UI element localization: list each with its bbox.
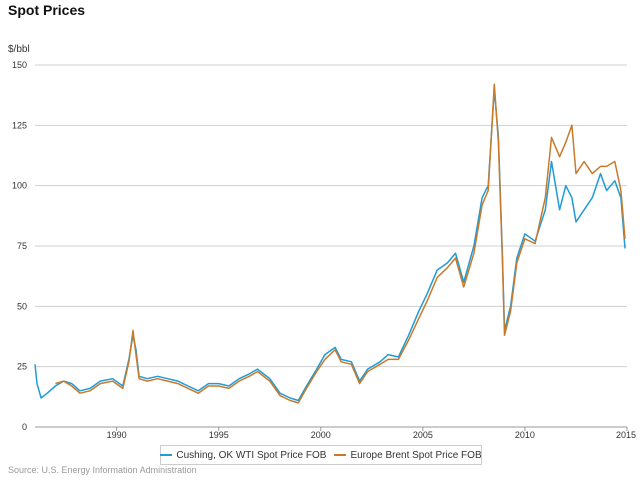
line-chart: 0 25 50 75 100 125 150 1990 1995 2000 2005 2010 201… xyxy=(8,44,636,440)
x-tick-label: 1990 xyxy=(107,430,127,440)
legend-swatch-wti xyxy=(160,454,173,456)
x-axis-ticks: 1990 1995 2000 2005 2010 2015 xyxy=(107,427,636,440)
y-tick-label: 100 xyxy=(12,181,27,191)
legend-label-brent: Europe Brent Spot Price FOB xyxy=(350,449,482,461)
y-tick-label: 0 xyxy=(22,422,27,432)
x-tick-label: 2015 xyxy=(616,430,636,440)
legend: Cushing, OK WTI Spot Price FOB Europe Br… xyxy=(160,445,482,465)
x-tick-label: 2010 xyxy=(515,430,535,440)
source-note: Source: U.S. Energy Information Administ… xyxy=(8,465,197,475)
legend-label-wti: Cushing, OK WTI Spot Price FOB xyxy=(176,449,327,461)
x-tick-label: 2005 xyxy=(413,430,433,440)
x-tick-label: 1995 xyxy=(209,430,229,440)
series-lines xyxy=(34,83,626,404)
y-tick-label: 125 xyxy=(12,120,27,130)
y-tick-label: 25 xyxy=(17,362,27,372)
series-line-brent xyxy=(55,83,626,404)
y-tick-label: 75 xyxy=(17,241,27,251)
y-tick-label: 150 xyxy=(12,60,27,70)
y-axis-unit-label: $/bbl xyxy=(8,44,30,55)
legend-swatch-brent xyxy=(334,454,347,456)
legend-item-wti[interactable]: Cushing, OK WTI Spot Price FOB xyxy=(160,450,326,461)
x-tick-label: 2000 xyxy=(311,430,331,440)
chart-title: Spot Prices xyxy=(8,2,86,18)
y-axis-ticks: 0 25 50 75 100 125 150 xyxy=(12,60,27,432)
gridlines xyxy=(35,64,627,428)
y-tick-label: 50 xyxy=(17,301,27,311)
legend-item-brent[interactable]: Europe Brent Spot Price FOB xyxy=(334,449,482,461)
